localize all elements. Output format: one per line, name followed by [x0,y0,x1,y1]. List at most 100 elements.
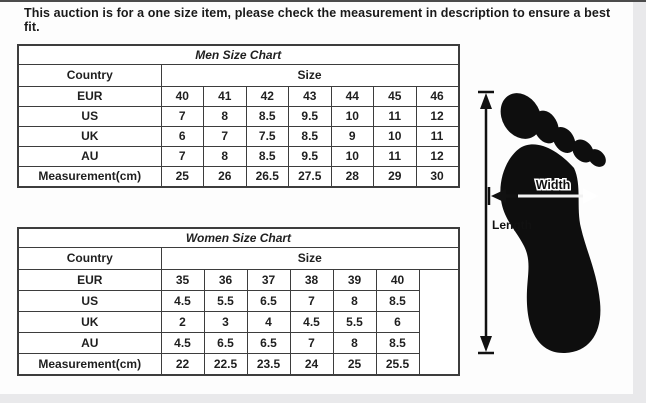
value-cell: 4.5 [160,290,205,312]
men-chart-title-row: Men Size Chart [17,44,459,65]
value-cell: 4.5 [289,311,334,333]
header-note: This auction is for a one size item, ple… [24,6,611,34]
row-label: EUR [17,86,162,107]
men-size-chart-table: Men Size Chart Country Size EUR 40 41 42… [17,44,460,188]
value-cell: 28 [330,166,374,188]
men-size-header: Size [160,64,459,87]
value-cell: 10 [373,126,417,147]
value-cell: 8.5 [245,106,289,127]
value-cell: 7 [289,290,334,312]
value-cell: 35 [160,269,205,291]
row-label: AU [17,146,162,167]
men-chart-header-row: Country Size [17,64,459,87]
value-cell: 38 [289,269,334,291]
men-row-uk: UK 6 7 7.5 8.5 9 10 11 [17,126,459,147]
value-cell: 22 [160,353,205,376]
empty-cell [418,269,460,376]
row-label: US [17,106,162,127]
women-size-chart-table: Women Size Chart Country Size EUR 35 36 … [17,227,460,376]
value-cell: 8 [203,106,247,127]
value-cell: 40 [160,86,204,107]
row-label: Measurement(cm) [17,166,162,188]
top-border-line [0,0,646,2]
value-cell: 39 [332,269,377,291]
length-label: Length [492,218,532,232]
value-cell: 6 [160,126,204,147]
value-cell: 8.5 [375,290,420,312]
value-cell: 36 [203,269,248,291]
value-cell: 7 [160,106,204,127]
bottom-margin [0,394,633,403]
women-chart-title: Women Size Chart [17,227,460,248]
value-cell: 9.5 [288,106,332,127]
value-cell: 8 [332,332,377,354]
women-chart-title-row: Women Size Chart [17,227,460,248]
row-label: AU [17,332,162,354]
women-row-uk: UK 2 3 4 4.5 5.5 6 [17,311,459,333]
length-arrow [478,90,494,355]
value-cell: 6 [375,311,420,333]
value-cell: 45 [373,86,417,107]
value-cell: 7.5 [245,126,289,147]
value-cell: 22.5 [203,353,248,376]
value-cell: 8 [203,146,247,167]
women-country-header: Country [17,247,162,270]
value-cell: 11 [415,126,459,147]
width-label: Width [536,178,571,192]
value-cell: 11 [373,106,417,127]
right-margin [633,2,646,403]
men-row-us: US 7 8 8.5 9.5 10 11 12 [17,106,459,127]
row-label: Measurement(cm) [17,353,162,376]
value-cell: 5.5 [332,311,377,333]
men-chart-title: Men Size Chart [17,44,459,65]
value-cell: 2 [160,311,205,333]
value-cell: 29 [373,166,417,188]
length-arrowhead-down [480,336,492,352]
value-cell: 6.5 [246,332,291,354]
value-cell: 9.5 [288,146,332,167]
value-cell: 44 [330,86,374,107]
women-row-au: AU 4.5 6.5 6.5 7 8 8.5 [17,332,459,354]
women-row-eur: EUR 35 36 37 38 39 40 [17,269,460,376]
value-cell: 24 [289,353,334,376]
value-cell: 8 [332,290,377,312]
value-cell: 25 [160,166,204,188]
value-cell: 7 [289,332,334,354]
value-cell: 6.5 [203,332,248,354]
women-chart-header-row: Country Size [17,247,460,270]
value-cell: 26.5 [245,166,289,188]
men-row-eur: EUR 40 41 42 43 44 45 46 [17,86,459,107]
width-arrow [487,187,598,205]
value-cell: 26 [203,166,247,188]
value-cell: 6.5 [246,290,291,312]
value-cell: 5.5 [203,290,248,312]
value-cell: 7 [160,146,204,167]
value-cell: 27.5 [288,166,332,188]
value-cell: 3 [203,311,248,333]
row-label: US [17,290,162,312]
row-label: EUR [17,269,162,291]
value-cell: 4 [246,311,291,333]
footprint-figure: Length Width [458,50,643,400]
value-cell: 40 [375,269,420,291]
value-cell: 11 [373,146,417,167]
value-cell: 43 [288,86,332,107]
row-label: UK [17,311,162,333]
value-cell: 10 [330,146,374,167]
value-cell: 12 [415,146,459,167]
value-cell: 7 [203,126,247,147]
value-cell: 10 [330,106,374,127]
women-size-header: Size [160,247,460,270]
value-cell: 41 [203,86,247,107]
men-country-header: Country [17,64,162,87]
value-cell: 23.5 [246,353,291,376]
men-row-au: AU 7 8 8.5 9.5 10 11 12 [17,146,459,167]
value-cell: 46 [415,86,459,107]
value-cell: 8.5 [288,126,332,147]
value-cell: 25.5 [375,353,420,376]
row-label: UK [17,126,162,147]
men-row-measurement: Measurement(cm) 25 26 26.5 27.5 28 29 30 [17,166,459,188]
value-cell: 4.5 [160,332,205,354]
length-arrowhead-up [480,93,492,109]
